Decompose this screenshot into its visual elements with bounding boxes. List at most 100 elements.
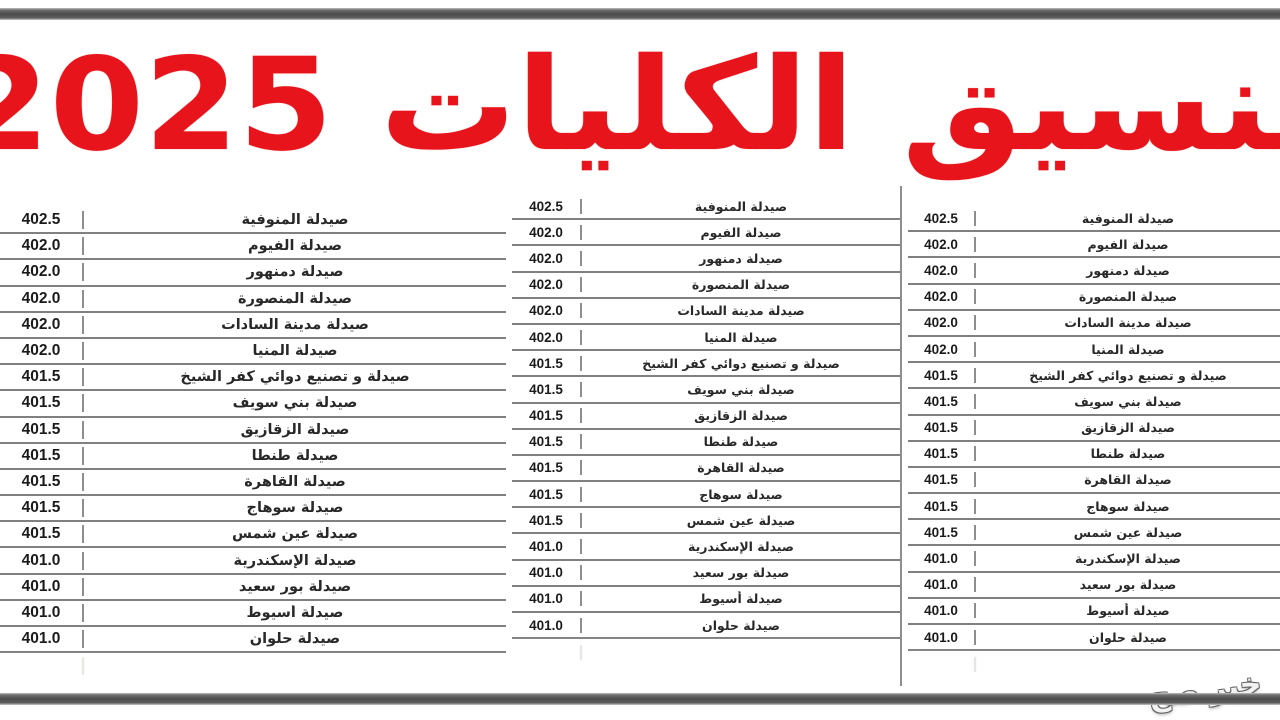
cell-minimum-score: 401.0 xyxy=(0,603,84,622)
cell-minimum-score: 401.5 xyxy=(512,381,582,397)
cell-college-name: صيدلة الزقازيق xyxy=(240,421,350,438)
cell-minimum-score: 401.5 xyxy=(908,367,976,383)
cell-college-name: صيدلة سوهاج xyxy=(1086,498,1170,514)
cell-college-name: صيدلة الإسكندرية xyxy=(233,552,357,569)
table-row: صيدلة بور سعيد 401.0 xyxy=(0,574,506,601)
cell-college-name: صيدلة الإسكندرية xyxy=(1075,551,1181,567)
table-row: صيدلة حلوان 401.0 xyxy=(512,613,900,640)
table-row: صيدلة القاهرة 401.5 xyxy=(0,469,506,497)
cell-minimum-score: 401.0 xyxy=(0,551,84,570)
cell-minimum-score: 402.0 xyxy=(908,341,976,357)
cell-college-name: صيدلة دمنهور xyxy=(1086,262,1170,278)
cell-minimum-score: 402.0 xyxy=(908,236,976,252)
cell-college-name: صيدلة المنيا xyxy=(704,329,778,345)
table-row: صيدلة أسيوط 401.0 xyxy=(0,600,506,627)
table-row: صيدلة سوهاج 401.5 xyxy=(908,494,1280,521)
cell-college-name: صيدلة أسيوط xyxy=(1086,603,1170,619)
table-row: صيدلة الإسكندرية 401.0 xyxy=(0,548,506,575)
table-row: صيدلة دمنهور 402.0 xyxy=(512,246,900,273)
cell-college-name: صيدلة دمنهور xyxy=(246,264,344,281)
cell-minimum-score: 401.5 xyxy=(908,472,976,488)
cell-minimum-score: 402.0 xyxy=(512,303,582,319)
table-row: صيدلة الزقازيق 401.5 xyxy=(908,415,1280,442)
cell-college-name: صيدلة مدينة السادات xyxy=(221,316,369,333)
table-row: صيدلة الفيوم 402.0 xyxy=(0,234,506,261)
cell-minimum-score: 402.0 xyxy=(908,315,976,331)
cell-college-name: صيدلة سوهاج xyxy=(246,500,344,517)
cell-minimum-score: 401.0 xyxy=(908,577,976,593)
cell-college-name: صيدلة بني سويف xyxy=(1074,393,1182,409)
table-row: صيدلة سوهاج 401.5 xyxy=(0,496,506,523)
cell-minimum-score: 402.0 xyxy=(512,329,582,345)
table-row: صيدلة أسيوط 401.0 xyxy=(908,598,1280,625)
cell-college-name: صيدلة الإسكندرية xyxy=(688,539,794,555)
table-row: صيدلة و تصنيع دوائي كفر الشيخ 401.5 xyxy=(0,365,506,392)
cell-minimum-score: 401.5 xyxy=(0,368,84,387)
table-row: صيدلة أسيوط 401.0 xyxy=(512,586,900,613)
cell-college-name: صيدلة طنطا xyxy=(1090,446,1166,462)
table-row: صيدلة القاهرة 401.5 xyxy=(908,467,1280,495)
table-row: صيدلة الإسكندرية 401.0 xyxy=(908,546,1280,573)
cell-minimum-score: 401.5 xyxy=(908,420,976,436)
cell-college-name: صيدلة بني سويف xyxy=(232,395,358,412)
cell-college-name: صيدلة بور سعيد xyxy=(1079,577,1177,593)
cell-minimum-score: 402.0 xyxy=(512,250,582,266)
cell-minimum-score: 401.5 xyxy=(0,394,84,413)
table-row: صيدلة المنوفية 402.5 xyxy=(0,208,506,235)
cell-minimum-score: 401.0 xyxy=(512,539,582,555)
cell-college-name: صيدلة عين شمس xyxy=(1073,524,1183,540)
cell-college-name: صيدلة المنوفية xyxy=(1081,210,1175,226)
cell-minimum-score: 401.5 xyxy=(512,512,582,528)
cell-college-name: صيدلة عين شمس xyxy=(686,512,796,528)
cell-minimum-score xyxy=(512,644,582,660)
headline-banner: تنسيق الكليات 2025 xyxy=(0,26,1280,186)
cell-college-name: صيدلة و تصنيع دوائي كفر الشيخ xyxy=(642,355,840,371)
cell-minimum-score: 401.5 xyxy=(908,524,976,540)
table-row: صيدلة مدينة السادات 402.0 xyxy=(908,310,1280,337)
cell-college-name: صيدلة الزقازيق xyxy=(694,408,788,424)
table-row: صيدلة و تصنيع دوائي كفر الشيخ 401.5 xyxy=(512,351,900,378)
cell-minimum-score: 401.0 xyxy=(0,577,84,596)
cell-college-name: صيدلة القاهرة xyxy=(1084,472,1172,488)
table-row-clipped xyxy=(0,653,506,680)
table-row: صيدلة مدينة السادات 402.0 xyxy=(512,298,900,325)
cell-college-name: صيدلة القاهرة xyxy=(244,473,346,490)
table-row: صيدلة بني سويف 401.5 xyxy=(908,389,1280,416)
table-row: صيدلة حلوان 401.0 xyxy=(908,625,1280,652)
table-row: صيدلة الفيوم 402.0 xyxy=(512,220,900,247)
table-row: صيدلة المنصورة 402.0 xyxy=(512,272,900,299)
cell-college-name: صيدلة الفيوم xyxy=(700,224,782,240)
cell-minimum-score: 402.5 xyxy=(512,198,582,214)
table-panel-left: صيدلة المنوفية 402.5 صيدلة الفيوم 402.0 صيدل… xyxy=(908,186,1280,686)
page-title: تنسيق الكليات 2025 xyxy=(0,31,1280,180)
table-row: صيدلة حلوان 401.0 xyxy=(0,627,506,654)
table-row: صيدلة بني سويف 401.5 xyxy=(512,377,900,404)
cell-college-name xyxy=(84,658,506,674)
cell-minimum-score xyxy=(0,657,84,676)
table-row: صيدلة الزقازيق 401.5 xyxy=(0,417,506,444)
cell-minimum-score: 402.0 xyxy=(512,277,582,293)
scanned-tables-area: صيدلة المنوفية 402.5 صيدلة الفيوم 402.0 صيدل… xyxy=(0,186,1280,686)
table-row: صيدلة بور سعيد 401.0 xyxy=(512,560,900,587)
cell-minimum-score: 401.5 xyxy=(0,525,84,544)
cell-minimum-score: 401.5 xyxy=(512,486,582,502)
cell-college-name: صيدلة القاهرة xyxy=(697,460,785,476)
table-row: صيدلة المنيا 402.0 xyxy=(908,336,1280,364)
cell-college-name: صيدلة سوهاج xyxy=(699,486,783,502)
cell-college-name: صيدلة أسيوط xyxy=(246,604,344,621)
cell-minimum-score: 401.0 xyxy=(512,565,582,581)
table-row: صيدلة عين شمس 401.5 xyxy=(512,508,900,535)
cell-minimum-score: 401.5 xyxy=(0,420,84,439)
cell-minimum-score: 402.0 xyxy=(908,289,976,305)
table-row: صيدلة بور سعيد 401.0 xyxy=(908,572,1280,599)
cell-college-name: صيدلة المنصورة xyxy=(691,277,791,293)
cell-minimum-score: 401.5 xyxy=(512,355,582,371)
cell-college-name: صيدلة دمنهور xyxy=(699,250,783,266)
table-row-clipped xyxy=(908,651,1280,678)
table-row: صيدلة المنصورة 402.0 xyxy=(0,286,506,313)
cell-minimum-score: 402.0 xyxy=(512,224,582,240)
cell-minimum-score: 401.0 xyxy=(512,591,582,607)
cell-minimum-score: 401.5 xyxy=(908,393,976,409)
cell-minimum-score: 402.0 xyxy=(0,289,84,308)
table-row: صيدلة المنوفية 402.5 xyxy=(512,194,900,221)
